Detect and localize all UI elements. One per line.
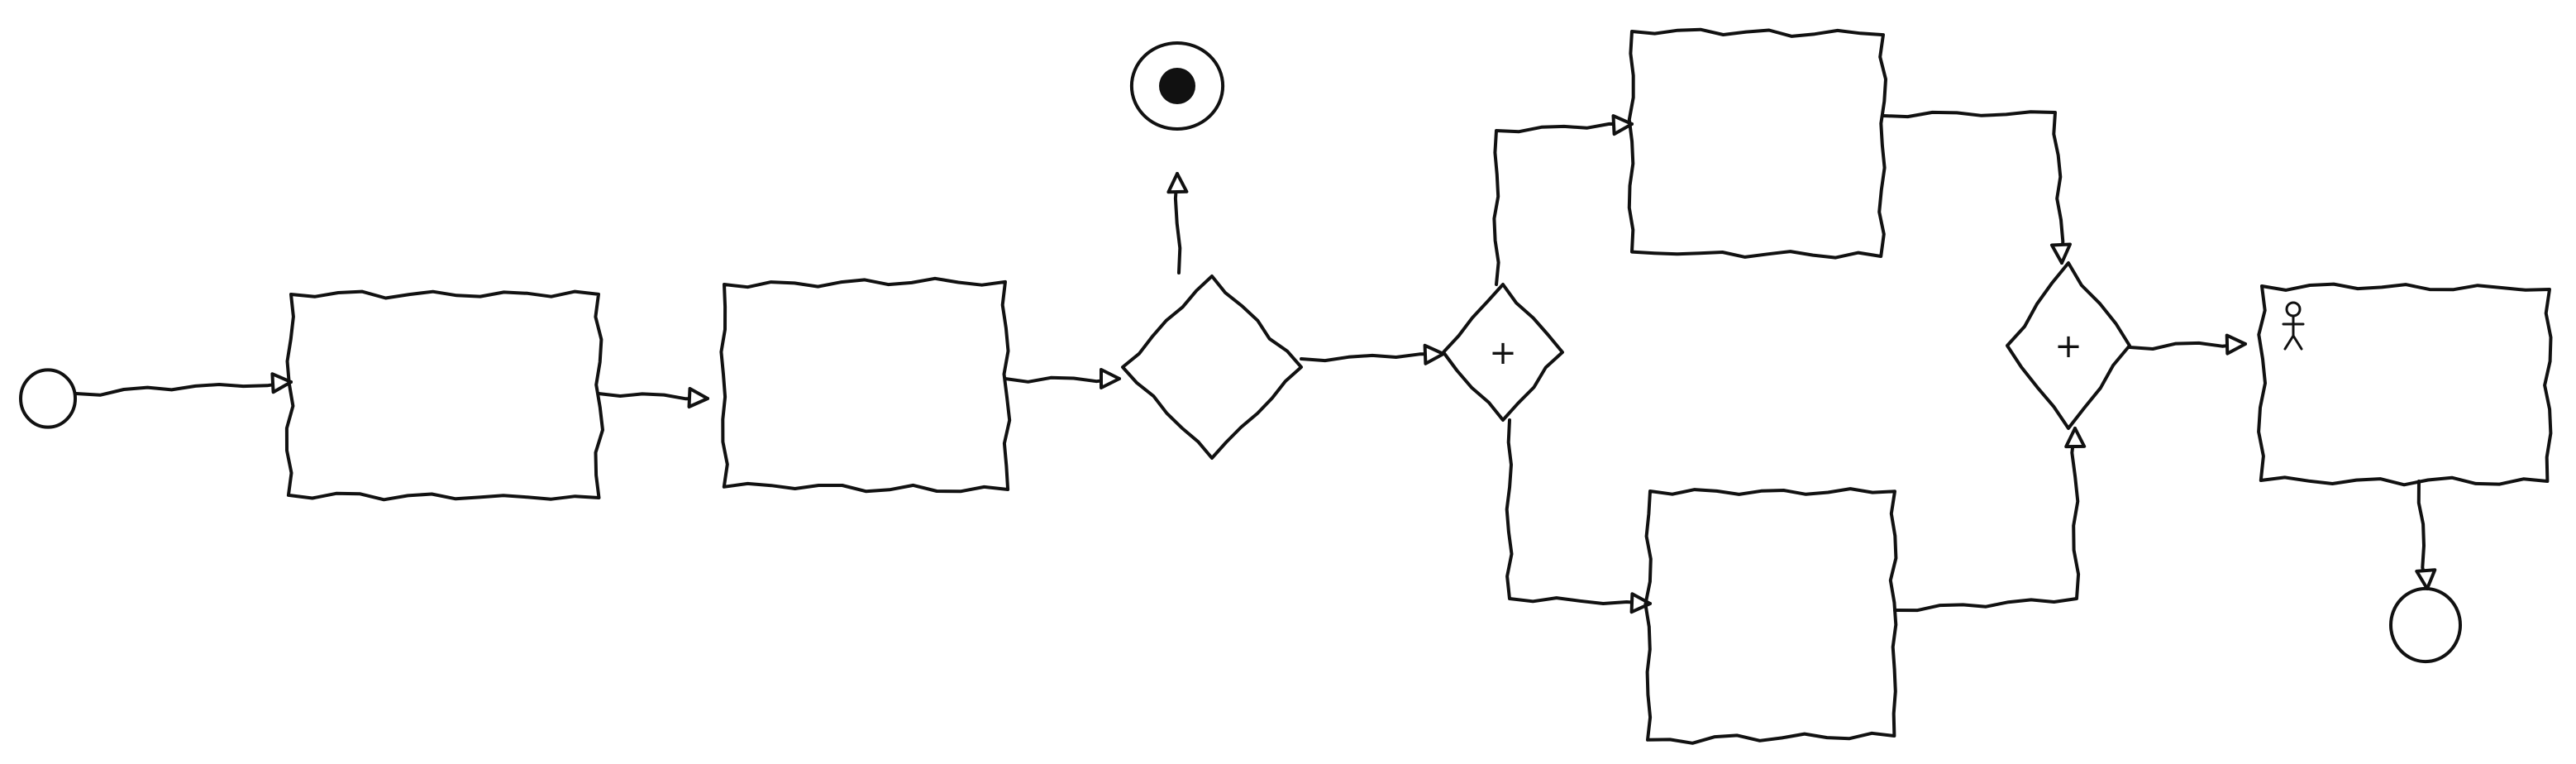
parallel-marker: + xyxy=(2054,327,2082,365)
flow-task-upper-to-parallel-join-gateway xyxy=(1882,110,2072,265)
sequence-flows xyxy=(74,110,2437,614)
parallel-split-gateway: + xyxy=(1442,283,1564,422)
task-1 xyxy=(284,289,604,502)
exclusive-gateway xyxy=(1121,275,1303,460)
arrowhead xyxy=(1611,114,1634,136)
task-lower xyxy=(1643,487,1898,745)
arrowhead xyxy=(1423,343,1445,365)
flow-task-1-to-task-2 xyxy=(597,387,709,408)
flow-parallel-split-gateway-to-task-lower xyxy=(1505,418,1652,614)
task-2 xyxy=(719,276,1012,494)
parallel-join-gateway: + xyxy=(2006,261,2131,430)
terminate-end-event xyxy=(1129,41,1225,131)
terminate-dot xyxy=(1159,68,1195,104)
arrowhead xyxy=(687,387,709,408)
arrowhead xyxy=(2064,427,2087,449)
person-icon xyxy=(2282,301,2305,351)
user-task xyxy=(2257,282,2553,487)
arrowhead xyxy=(2225,333,2247,356)
flow-parallel-join-gateway-to-user-task xyxy=(2128,333,2247,356)
task-upper xyxy=(1627,27,1887,260)
flow-task-2-to-exclusive-gateway xyxy=(1004,368,1121,389)
flow-exclusive-gateway-to-parallel-split-gateway xyxy=(1300,343,1445,365)
flow-parallel-split-gateway-to-task-upper xyxy=(1492,114,1634,286)
parallel-marker: + xyxy=(1489,334,1517,372)
arrowhead xyxy=(270,372,293,394)
flow-task-lower-to-parallel-join-gateway xyxy=(1893,427,2087,613)
arrowhead xyxy=(1100,368,1121,389)
arrowhead xyxy=(1629,592,1652,614)
flow-nodes: + + xyxy=(19,27,2553,745)
start-event xyxy=(19,368,77,429)
arrowhead xyxy=(2415,568,2437,590)
flow-user-task-to-end-event xyxy=(2415,480,2437,590)
arrowhead xyxy=(1166,172,1189,194)
arrowhead xyxy=(2050,242,2072,265)
flow-exclusive-gateway-to-terminate-end-event xyxy=(1166,172,1189,275)
end-event xyxy=(2389,586,2462,664)
flow-start-event-to-task-1 xyxy=(74,372,293,397)
